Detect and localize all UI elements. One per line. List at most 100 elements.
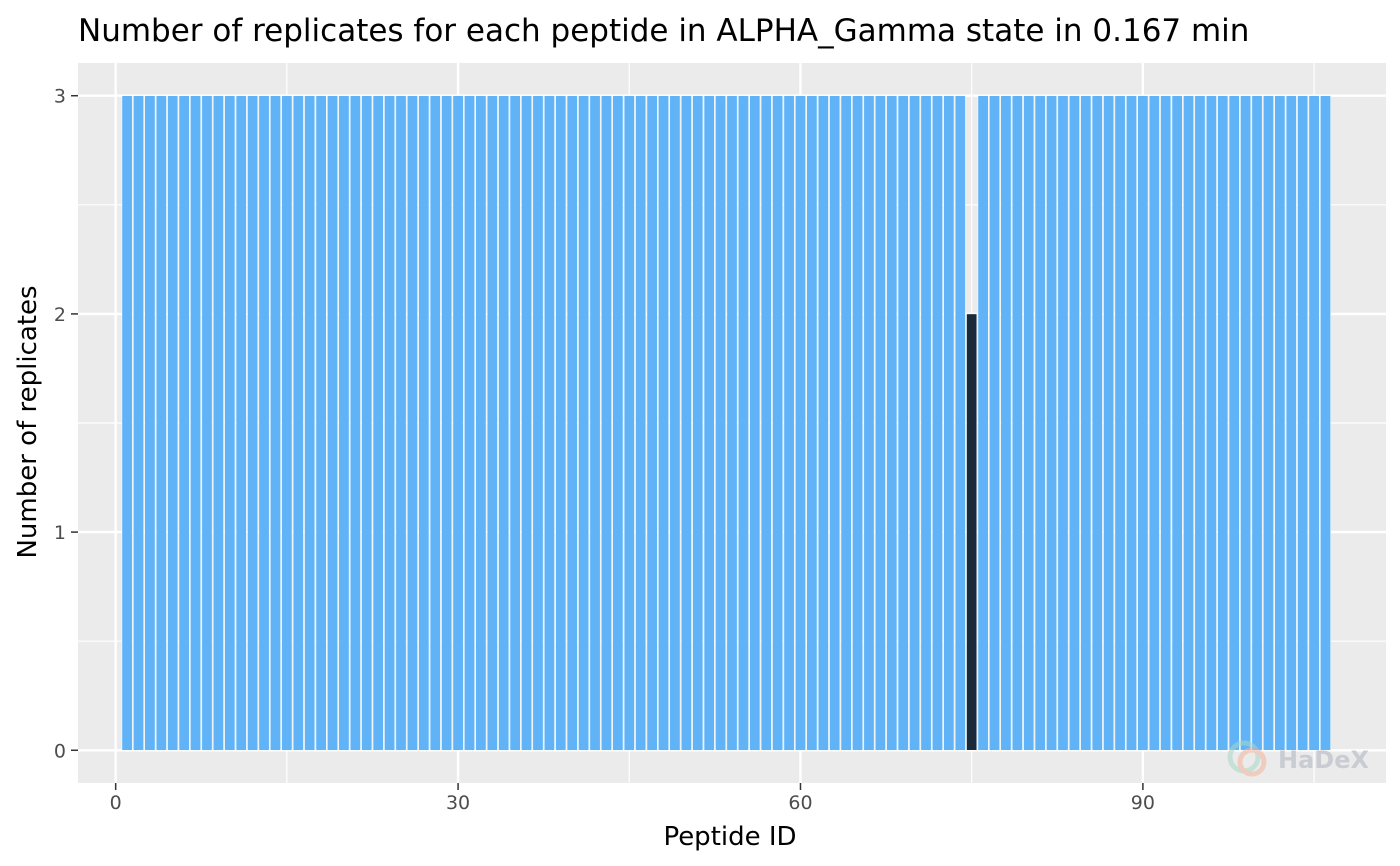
bar-peptide-17 xyxy=(304,95,316,751)
bar-peptide-1 xyxy=(121,95,133,751)
bar-peptide-87 xyxy=(1103,95,1115,751)
bar-peptide-32 xyxy=(475,95,487,751)
bar-peptide-95 xyxy=(1194,95,1206,751)
bar-peptide-71 xyxy=(920,95,932,751)
bar-peptide-74 xyxy=(954,95,966,751)
bar-peptide-63 xyxy=(829,95,841,751)
bar-peptide-50 xyxy=(680,95,692,751)
bar-peptide-19 xyxy=(327,95,338,751)
bar-peptide-86 xyxy=(1091,95,1103,751)
y-tick-label: 2 xyxy=(54,304,66,326)
x-tick-label: 30 xyxy=(446,792,470,814)
bar-peptide-69 xyxy=(897,95,909,751)
bar-peptide-103 xyxy=(1285,95,1297,751)
bar-peptide-25 xyxy=(395,95,407,751)
bar-peptide-70 xyxy=(909,95,921,751)
y-tick-label: 0 xyxy=(54,740,66,762)
bar-peptide-49 xyxy=(669,95,681,751)
bar-peptide-13 xyxy=(258,95,270,751)
bar-peptide-89 xyxy=(1126,95,1137,751)
bar-peptide-5 xyxy=(167,95,179,751)
bar-peptide-77 xyxy=(989,95,1000,751)
bar-peptide-76 xyxy=(977,95,989,751)
bar-peptide-85 xyxy=(1080,95,1092,751)
bar-peptide-33 xyxy=(486,95,498,751)
bar-peptide-16 xyxy=(292,95,304,751)
y-tick-label: 1 xyxy=(54,522,66,544)
bar-peptide-38 xyxy=(543,95,555,751)
x-tick-label: 0 xyxy=(110,792,122,814)
bar-peptide-104 xyxy=(1297,95,1309,751)
hadex-logo-icon xyxy=(1227,740,1267,777)
bar-peptide-22 xyxy=(361,95,373,751)
bar-peptide-9 xyxy=(213,95,224,751)
bar-peptide-79 xyxy=(1011,95,1023,751)
bar-peptide-10 xyxy=(224,95,236,751)
bar-peptide-94 xyxy=(1183,95,1194,751)
bar-peptide-81 xyxy=(1034,95,1046,751)
bar-peptide-42 xyxy=(589,95,601,751)
bar-peptide-37 xyxy=(532,95,544,751)
bar-peptide-100 xyxy=(1251,95,1263,751)
bar-peptide-56 xyxy=(749,95,761,751)
bar-peptide-28 xyxy=(429,95,441,751)
bar-peptide-3 xyxy=(144,95,156,751)
bar-peptide-4 xyxy=(155,95,167,751)
bar-peptide-82 xyxy=(1046,95,1057,751)
bar-peptide-98 xyxy=(1228,95,1240,751)
bar-peptide-105 xyxy=(1308,95,1320,751)
bar-peptide-55 xyxy=(738,95,749,751)
bar-peptide-73 xyxy=(943,95,955,751)
bar-peptide-6 xyxy=(178,95,190,751)
bar-peptide-36 xyxy=(521,95,532,751)
x-axis-title: Peptide ID xyxy=(663,822,796,852)
x-tick-label: 90 xyxy=(1131,792,1155,814)
bar-peptide-27 xyxy=(418,95,430,751)
bar-peptide-66 xyxy=(863,95,875,751)
bar-peptide-48 xyxy=(658,95,669,751)
bar-peptide-68 xyxy=(886,95,898,751)
bar-peptide-43 xyxy=(601,95,612,751)
bar-peptide-39 xyxy=(555,95,567,751)
bar-peptide-78 xyxy=(1000,95,1012,751)
bar-peptide-106 xyxy=(1320,95,1331,751)
bar-peptide-23 xyxy=(372,95,384,751)
bar-peptide-8 xyxy=(201,95,213,751)
bar-peptide-99 xyxy=(1240,95,1251,751)
bar-peptide-59 xyxy=(783,95,795,751)
bar-peptide-20 xyxy=(338,95,350,751)
bar-peptide-51 xyxy=(692,95,704,751)
bar-peptide-7 xyxy=(190,95,201,751)
bar-peptide-80 xyxy=(1023,95,1035,751)
bar-peptide-2 xyxy=(133,95,144,751)
bar-peptide-96 xyxy=(1205,95,1217,751)
bar-peptide-84 xyxy=(1069,95,1080,751)
bar-peptide-12 xyxy=(247,95,259,751)
bar-peptide-61 xyxy=(806,95,818,751)
bar-peptide-53 xyxy=(715,95,726,751)
bar-peptide-64 xyxy=(840,95,852,751)
bar-peptide-44 xyxy=(612,95,624,751)
bar-peptide-34 xyxy=(498,95,510,751)
bar-peptide-93 xyxy=(1171,95,1183,751)
bar-peptide-46 xyxy=(635,95,647,751)
bar-peptide-15 xyxy=(281,95,293,751)
chart-title: Number of replicates for each peptide in… xyxy=(78,13,1249,49)
watermark-text: HaDeX xyxy=(1278,746,1369,774)
bar-peptide-26 xyxy=(407,95,418,751)
bar-peptide-31 xyxy=(464,95,475,751)
y-axis: 0 1 2 3 xyxy=(54,86,78,762)
bars xyxy=(121,95,1331,751)
bar-peptide-18 xyxy=(315,95,327,751)
bar-peptide-57 xyxy=(760,95,772,751)
bar-peptide-91 xyxy=(1148,95,1160,751)
bar-peptide-30 xyxy=(452,95,464,751)
bar-peptide-72 xyxy=(932,95,943,751)
y-tick-label: 3 xyxy=(54,86,66,108)
hadex-watermark: HaDeX xyxy=(1227,740,1369,777)
bar-peptide-35 xyxy=(509,95,521,751)
bar-peptide-97 xyxy=(1217,95,1229,751)
x-axis: 0 30 60 90 xyxy=(110,783,1155,814)
bar-peptide-11 xyxy=(235,95,247,751)
